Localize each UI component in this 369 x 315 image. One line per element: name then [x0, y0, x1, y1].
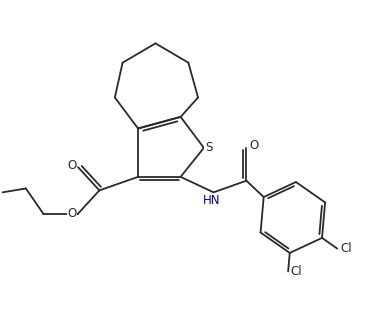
Text: Cl: Cl [340, 242, 352, 255]
Text: HN: HN [203, 193, 220, 207]
Text: O: O [68, 159, 77, 172]
Text: Cl: Cl [291, 265, 303, 278]
Text: S: S [205, 141, 212, 154]
Text: O: O [249, 140, 259, 152]
Text: O: O [68, 207, 77, 220]
